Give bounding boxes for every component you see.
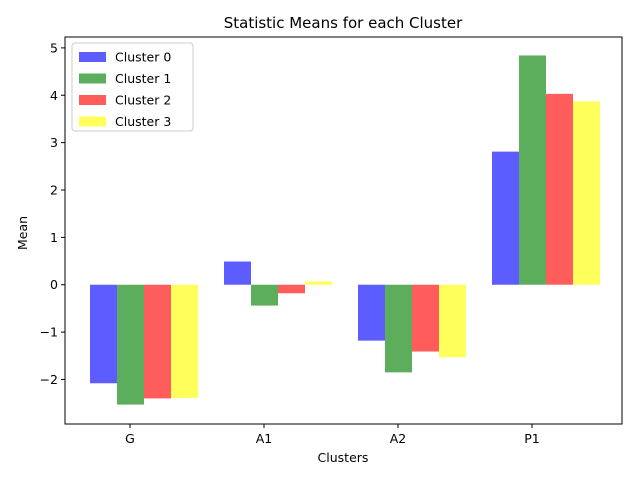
bar-g-series-0 — [90, 284, 117, 384]
y-tick-label: 3 — [50, 135, 58, 150]
y-axis-label: Mean — [15, 216, 30, 250]
bar-a2-series-3 — [439, 284, 466, 358]
legend-label-series-3: Cluster 3 — [115, 114, 171, 129]
y-tick-label: −1 — [40, 325, 58, 340]
x-axis-label: Clusters — [318, 450, 369, 465]
legend-swatch-series-2 — [79, 95, 106, 105]
chart-title: Statistic Means for each Cluster — [224, 14, 463, 32]
bar-p1-series-1 — [519, 55, 546, 285]
x-tick-label: P1 — [524, 431, 540, 446]
y-tick-label: 4 — [50, 88, 58, 103]
x-tick-label: A2 — [390, 431, 407, 446]
bar-p1-series-0 — [492, 151, 519, 285]
legend-label-series-1: Cluster 1 — [115, 71, 171, 86]
legend-swatch-series-3 — [79, 116, 106, 127]
bar-a2-series-2 — [412, 284, 439, 352]
y-tick-label: 0 — [50, 277, 58, 292]
bar-a1-series-3 — [305, 281, 332, 285]
y-tick-label: −2 — [40, 372, 58, 387]
legend-swatch-series-0 — [79, 52, 106, 62]
bar-p1-series-3 — [573, 101, 600, 285]
bar-g-series-1 — [117, 284, 144, 405]
x-tick-label: G — [125, 431, 135, 446]
y-tick-label: 2 — [50, 183, 58, 198]
y-tick-label: 1 — [50, 230, 58, 245]
legend-label-series-2: Cluster 2 — [115, 93, 171, 108]
bar-a1-series-1 — [251, 284, 278, 306]
bar-a2-series-1 — [385, 284, 412, 373]
legend-swatch-series-1 — [79, 73, 106, 84]
bar-a1-series-2 — [278, 284, 305, 294]
bar-g-series-3 — [171, 284, 198, 398]
y-tick-label: 5 — [50, 40, 58, 55]
bars-layer — [90, 55, 600, 405]
legend: Cluster 0 Cluster 1 Cluster 2 Cluster 3 — [71, 42, 194, 132]
plot-frame — [64, 36, 623, 425]
axes-layer: −2 −1 0 1 2 3 4 5 G A1 A2 P1 — [40, 36, 623, 446]
legend-label-series-0: Cluster 0 — [115, 50, 171, 65]
legend-box — [71, 42, 194, 132]
bar-g-series-2 — [144, 284, 171, 399]
bar-a2-series-0 — [358, 284, 385, 341]
x-tick-label: A1 — [256, 431, 273, 446]
bar-a1-series-0 — [224, 261, 251, 285]
bar-p1-series-2 — [546, 93, 573, 285]
